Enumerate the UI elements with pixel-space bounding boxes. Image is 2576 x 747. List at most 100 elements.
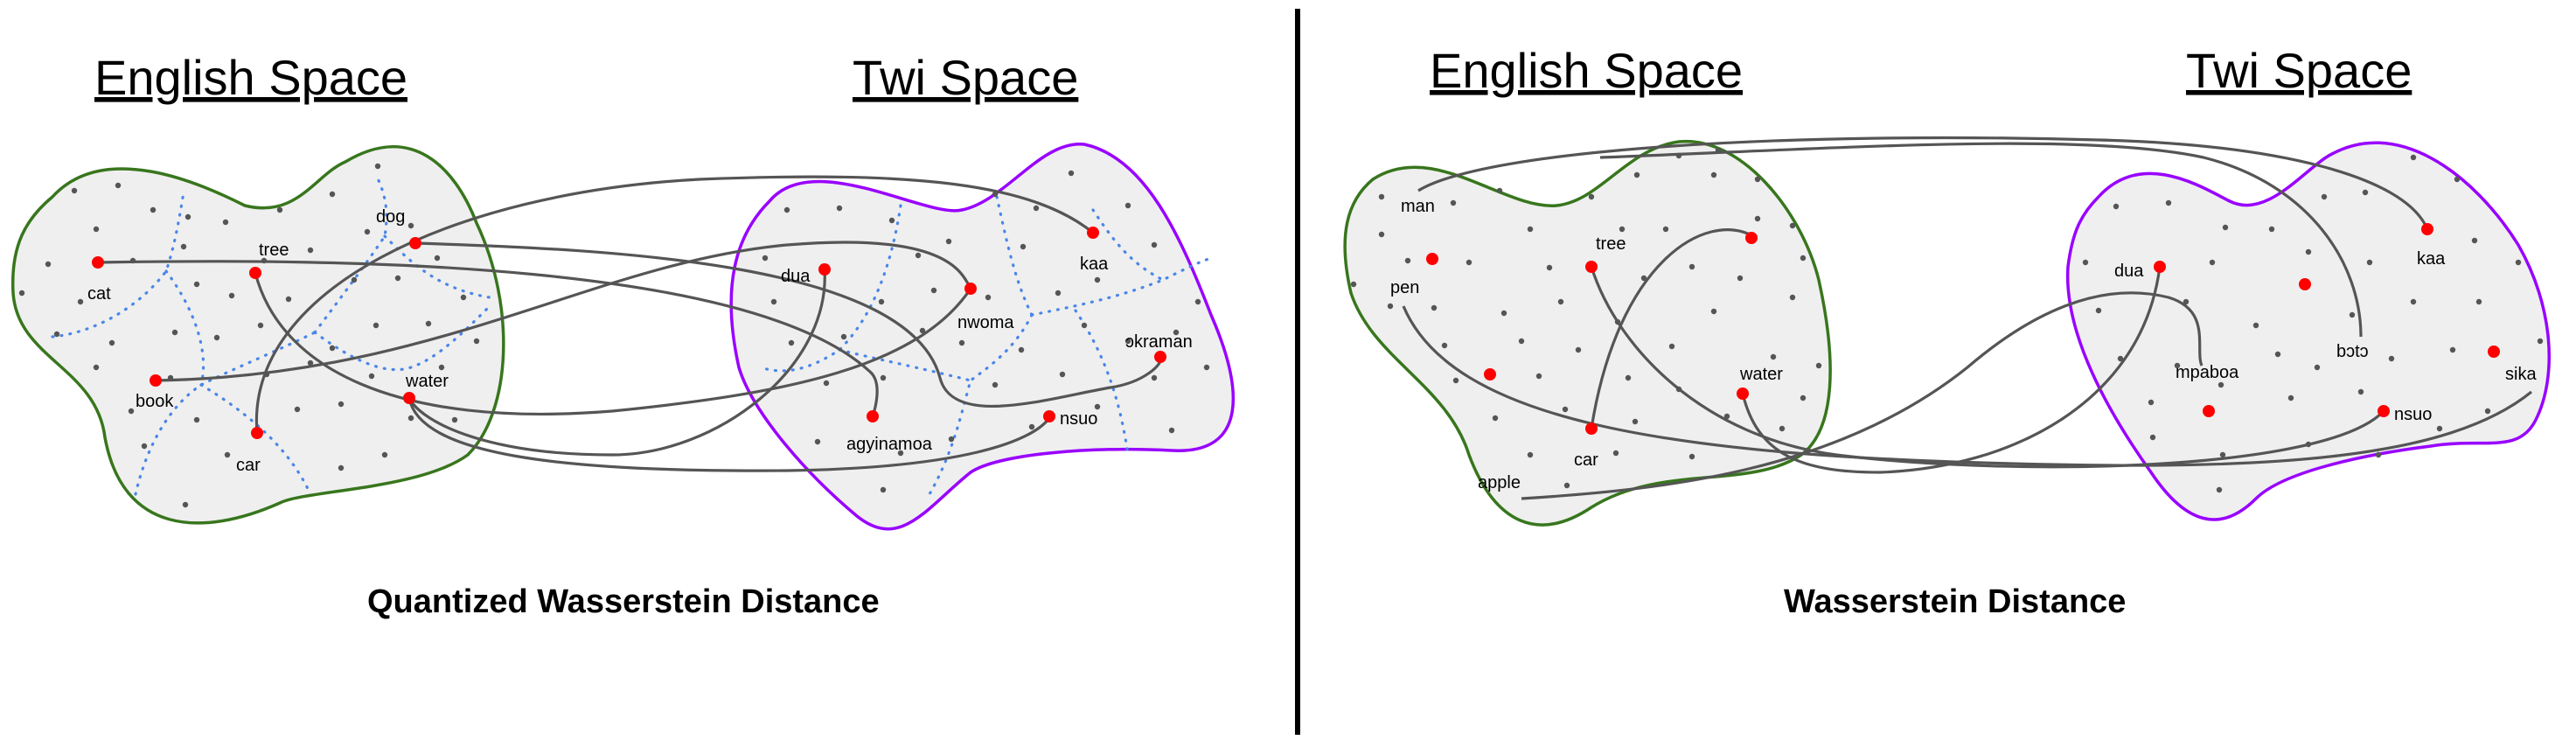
right-twi-points [2082,154,2544,493]
embedding-point [1387,303,1394,310]
mapping-line [1417,136,2429,230]
anchor-point [249,267,261,279]
embedding-point [18,290,25,297]
anchor-point [2488,346,2500,358]
anchor-point [964,283,977,295]
embedding-point [2165,199,2172,206]
word-label: nsuo [2394,405,2432,424]
anchor-point [818,263,831,276]
embedding-point [2117,355,2124,362]
embedding-point [788,339,795,346]
embedding-point [1800,255,1807,262]
voronoi-boundary [51,191,185,339]
embedding-point [1737,275,1744,282]
embedding-point [762,255,769,262]
embedding-point [228,292,235,299]
anchor-point [92,256,104,269]
embedding-point [1668,343,1675,350]
embedding-point [1492,415,1499,422]
mapping-line [1741,266,2162,474]
embedding-point [1575,346,1582,353]
anchor-point [1484,368,1496,380]
left-english-voronoi [51,173,491,496]
embedding-point [1789,294,1796,301]
left-twi-voronoi [759,195,1213,500]
embedding-point [2183,298,2190,305]
embedding-point [2454,176,2461,183]
embedding-point [193,281,200,288]
embedding-point [1527,226,1534,233]
embedding-point [1557,298,1564,305]
embedding-point [438,364,445,371]
embedding-point [2537,338,2544,345]
embedding-point [919,327,926,334]
embedding-point [381,451,388,458]
anchor-point [867,410,879,422]
mapping-line [1599,142,2363,338]
embedding-point [141,443,148,450]
anchor-point [2421,223,2433,235]
embedding-point [1450,199,1457,206]
mapping-line [1590,228,1754,429]
word-label: sika [2505,365,2537,384]
embedding-point [1203,364,1210,371]
embedding-point [285,296,292,303]
embedding-point [1625,374,1632,381]
left-twi-points [762,170,1210,493]
anchor-point [1737,387,1749,400]
right-word-labels: man tree pen water car apple dua kaa mpa… [1390,197,2537,492]
embedding-point [1619,226,1626,233]
word-label: dua [781,267,811,286]
mapping-line [1521,291,2204,500]
word-label: kaa [1080,255,1109,274]
embedding-point [1535,373,1542,380]
embedding-point [2436,425,2443,432]
embedding-point [2148,399,2155,406]
left-twi-title: Twi Space [853,50,1078,105]
embedding-point [329,345,336,352]
embedding-point [1151,374,1158,381]
embedding-point [425,320,432,327]
embedding-point [1018,346,1025,353]
embedding-point [128,408,135,415]
embedding-point [2217,381,2224,388]
embedding-point [193,416,200,423]
word-label: mpaboa [2176,363,2239,382]
embedding-point [224,451,231,458]
embedding-point [915,252,922,259]
embedding-point [945,238,952,245]
embedding-point [2357,388,2364,395]
embedding-point [1710,308,1717,315]
anchor-point [2378,405,2390,417]
embedding-point [222,219,229,226]
embedding-point [451,416,458,423]
embedding-point [307,247,314,254]
embedding-point [1378,193,1385,200]
embedding-point [2149,434,2156,441]
embedding-point [2082,259,2089,266]
embedding-point [180,243,187,250]
embedding-point [368,373,375,380]
embedding-point [840,333,847,340]
embedding-point [1124,338,1131,345]
embedding-point [814,438,821,445]
embedding-point [1081,322,1088,329]
embedding-point [171,329,178,336]
word-label: dua [2114,262,2144,281]
embedding-point [2484,408,2491,415]
voronoi-boundary [838,348,972,382]
right-english-title: English Space [1430,43,1743,98]
embedding-point [836,205,843,212]
embedding-point [2366,259,2373,266]
embedding-point [783,206,790,213]
right-anchor-points [1426,223,2500,435]
embedding-point [1710,171,1717,178]
embedding-point [2449,346,2456,353]
voronoi-boundary [199,383,312,496]
embedding-point [1754,215,1761,222]
word-label: car [236,456,261,475]
mapping-line [97,260,879,417]
anchor-point [2203,405,2215,417]
embedding-point [182,501,189,508]
embedding-point [77,298,84,305]
